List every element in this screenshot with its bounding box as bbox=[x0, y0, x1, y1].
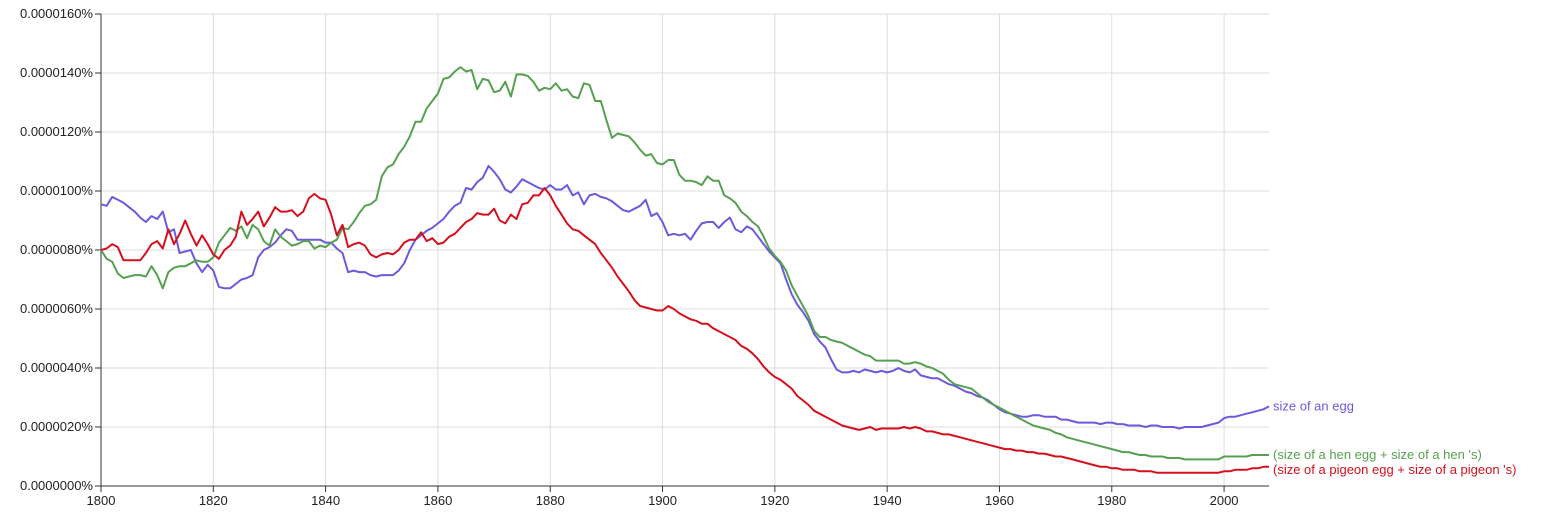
y-tick-label: 0.0000160% bbox=[20, 6, 93, 21]
y-tick-label: 0.0000040% bbox=[20, 360, 93, 375]
x-tick-label: 1960 bbox=[985, 493, 1014, 508]
y-tick-label: 0.0000080% bbox=[20, 242, 93, 257]
x-tick-label: 1840 bbox=[311, 493, 340, 508]
x-tick-label: 2000 bbox=[1210, 493, 1239, 508]
series-end-label: size of an egg bbox=[1273, 398, 1354, 413]
x-tick-label: 1920 bbox=[760, 493, 789, 508]
y-tick-label: 0.0000060% bbox=[20, 301, 93, 316]
axis-layer: 0.0000000% 0.0000020% 0.0000040% 0.0000060%… bbox=[20, 6, 1269, 508]
series-end-label: (size of a pigeon egg + size of a pigeon… bbox=[1273, 462, 1517, 477]
series-end-label: (size of a hen egg + size of a hen 's) bbox=[1273, 447, 1482, 462]
x-tick-label: 1820 bbox=[199, 493, 228, 508]
y-tick-label: 0.0000020% bbox=[20, 419, 93, 434]
y-tick-label: 0.0000140% bbox=[20, 65, 93, 80]
series-line[interactable] bbox=[100, 187, 1269, 474]
x-tick-label: 1860 bbox=[423, 493, 452, 508]
x-tick-label: 1940 bbox=[873, 493, 902, 508]
series-label-layer: size of an egg (size of a hen egg + size … bbox=[1273, 398, 1517, 477]
x-tick-label: 1900 bbox=[648, 493, 677, 508]
x-tick-label: 1880 bbox=[536, 493, 565, 508]
y-tick-label: 0.0000120% bbox=[20, 124, 93, 139]
series-layer bbox=[100, 66, 1270, 474]
y-tick-label: 0.0000100% bbox=[20, 183, 93, 198]
grid-layer bbox=[100, 13, 1269, 487]
x-tick-label: 1800 bbox=[87, 493, 116, 508]
series-line[interactable] bbox=[100, 164, 1270, 430]
y-tick-label: 0.0000000% bbox=[20, 478, 93, 493]
x-tick-label: 1980 bbox=[1097, 493, 1126, 508]
series-line[interactable] bbox=[100, 66, 1269, 461]
